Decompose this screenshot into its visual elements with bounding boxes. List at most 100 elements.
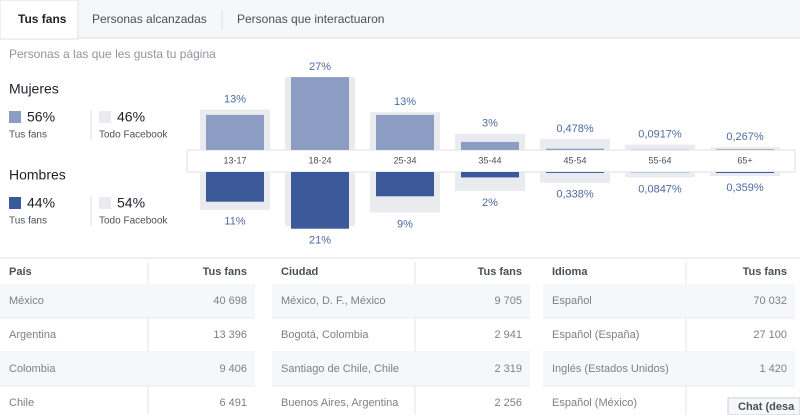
fans-bar [291, 77, 349, 150]
facebook-bar [710, 172, 780, 177]
row-label: Buenos Aires, Argentina [281, 397, 399, 409]
row-label: Colombia [9, 363, 56, 375]
facebook-caption: Todo Facebook [99, 130, 168, 141]
row-value: 13 396 [213, 329, 247, 341]
facebook-swatch [99, 197, 111, 209]
facebook-bar [540, 139, 610, 150]
fans-bar [206, 172, 264, 202]
fans-bar [461, 172, 519, 178]
facebook-percent: 54% [117, 195, 145, 211]
fans-caption: Tus fans [9, 216, 47, 227]
row-label: México, D. F., México [281, 295, 386, 307]
column-header: Idioma [552, 266, 588, 278]
tables: País Tus fans México 40 698 Argentina 13 396 C… [0, 262, 795, 415]
row-label: Argentina [9, 329, 57, 341]
fans-bar [291, 172, 349, 229]
fans-percent: 56% [27, 109, 55, 125]
gender-heading: Hombres [9, 167, 66, 183]
facebook-bar [540, 172, 610, 183]
row-value: 70 032 [753, 295, 787, 307]
facebook-percent: 46% [117, 109, 145, 125]
row-value: 1 420 [759, 363, 787, 375]
value-label: 11% [224, 216, 245, 228]
fans-swatch [9, 197, 21, 209]
value-label: 9% [397, 218, 413, 230]
fans-bar [546, 148, 604, 150]
column-header: Tus fans [743, 266, 787, 278]
facebook-bar [625, 172, 695, 178]
tab[interactable]: Personas que interactuaron [237, 12, 384, 26]
fans-bar [716, 172, 774, 173]
facebook-bar [710, 147, 780, 150]
age-label: 35-44 [478, 155, 501, 165]
fans-bar [546, 172, 604, 173]
row-value: 40 698 [213, 295, 247, 307]
age-label: 13-17 [223, 155, 246, 165]
value-label: 0,478% [556, 123, 594, 135]
facebook-bar [625, 144, 695, 150]
row-value: 6 491 [219, 397, 247, 409]
row-bg [272, 352, 530, 386]
row-label: Santiago de Chile, Chile [281, 363, 399, 375]
gender-summary: Mujeres 56% Tus fans 46% Todo Facebook Hombre… [9, 81, 168, 227]
fans-bar [716, 149, 774, 150]
row-label: Inglés (Estados Unidos) [552, 363, 669, 375]
value-label: 0,338% [556, 189, 594, 201]
column-header: Tus fans [203, 266, 247, 278]
column-header: Tus fans [478, 266, 522, 278]
row-bg [0, 284, 255, 318]
row-label: Español (México) [552, 397, 637, 409]
row-label: Español [552, 295, 592, 307]
row-label: Chile [9, 397, 34, 409]
value-label: 2% [482, 197, 498, 209]
value-label: 21% [309, 235, 331, 247]
age-chart: 13-17 13% 11% 18-24 27% 21% 25-34 13% 9% 35-44 3% 2… [200, 61, 780, 247]
age-label: 65+ [737, 155, 752, 165]
active-tab-bg [0, 0, 79, 40]
fans-bar [461, 141, 519, 150]
chat-label: Chat (desa [738, 401, 795, 413]
gender-heading: Mujeres [9, 81, 59, 97]
value-label: 3% [482, 118, 498, 130]
row-value: 9 705 [494, 295, 522, 307]
value-label: 27% [309, 61, 331, 73]
fans-percent: 44% [27, 195, 55, 211]
fans-caption: Tus fans [9, 130, 47, 141]
value-label: 0,0847% [638, 183, 682, 195]
facebook-caption: Todo Facebook [99, 216, 168, 227]
subtitle: Personas a las que les gusta tu página [9, 47, 216, 61]
row-value: 2 941 [494, 329, 522, 341]
facebook-swatch [99, 111, 111, 123]
age-label: 18-24 [308, 155, 331, 165]
tab-bar [0, 0, 800, 38]
row-bg [543, 352, 795, 386]
row-bg [272, 284, 530, 318]
row-label: México [9, 295, 44, 307]
column-header: Ciudad [281, 266, 318, 278]
value-label: 0,359% [726, 182, 764, 194]
value-label: 0,267% [726, 131, 764, 143]
age-label: 45-54 [563, 155, 586, 165]
row-label: Español (España) [552, 329, 639, 341]
fans-bar [206, 114, 264, 150]
row-value: 9 406 [219, 363, 247, 375]
value-label: 13% [394, 96, 416, 108]
row-value: 2 256 [494, 397, 522, 409]
tab[interactable]: Tus fans [18, 12, 67, 26]
column-header: País [9, 266, 32, 278]
row-value: 27 100 [753, 329, 787, 341]
value-label: 13% [224, 93, 246, 105]
fans-bar [376, 114, 434, 150]
chat-button[interactable] [727, 397, 800, 415]
age-label: 55-64 [648, 155, 671, 165]
row-bg [0, 352, 255, 386]
age-label: 25-34 [393, 155, 416, 165]
fans-bar [376, 172, 434, 197]
row-value: 2 319 [494, 363, 522, 375]
row-label: Bogotá, Colombia [281, 329, 369, 341]
row-bg [543, 284, 795, 318]
value-label: 0,0917% [638, 129, 682, 141]
fans-swatch [9, 111, 21, 123]
tab[interactable]: Personas alcanzadas [92, 12, 207, 26]
